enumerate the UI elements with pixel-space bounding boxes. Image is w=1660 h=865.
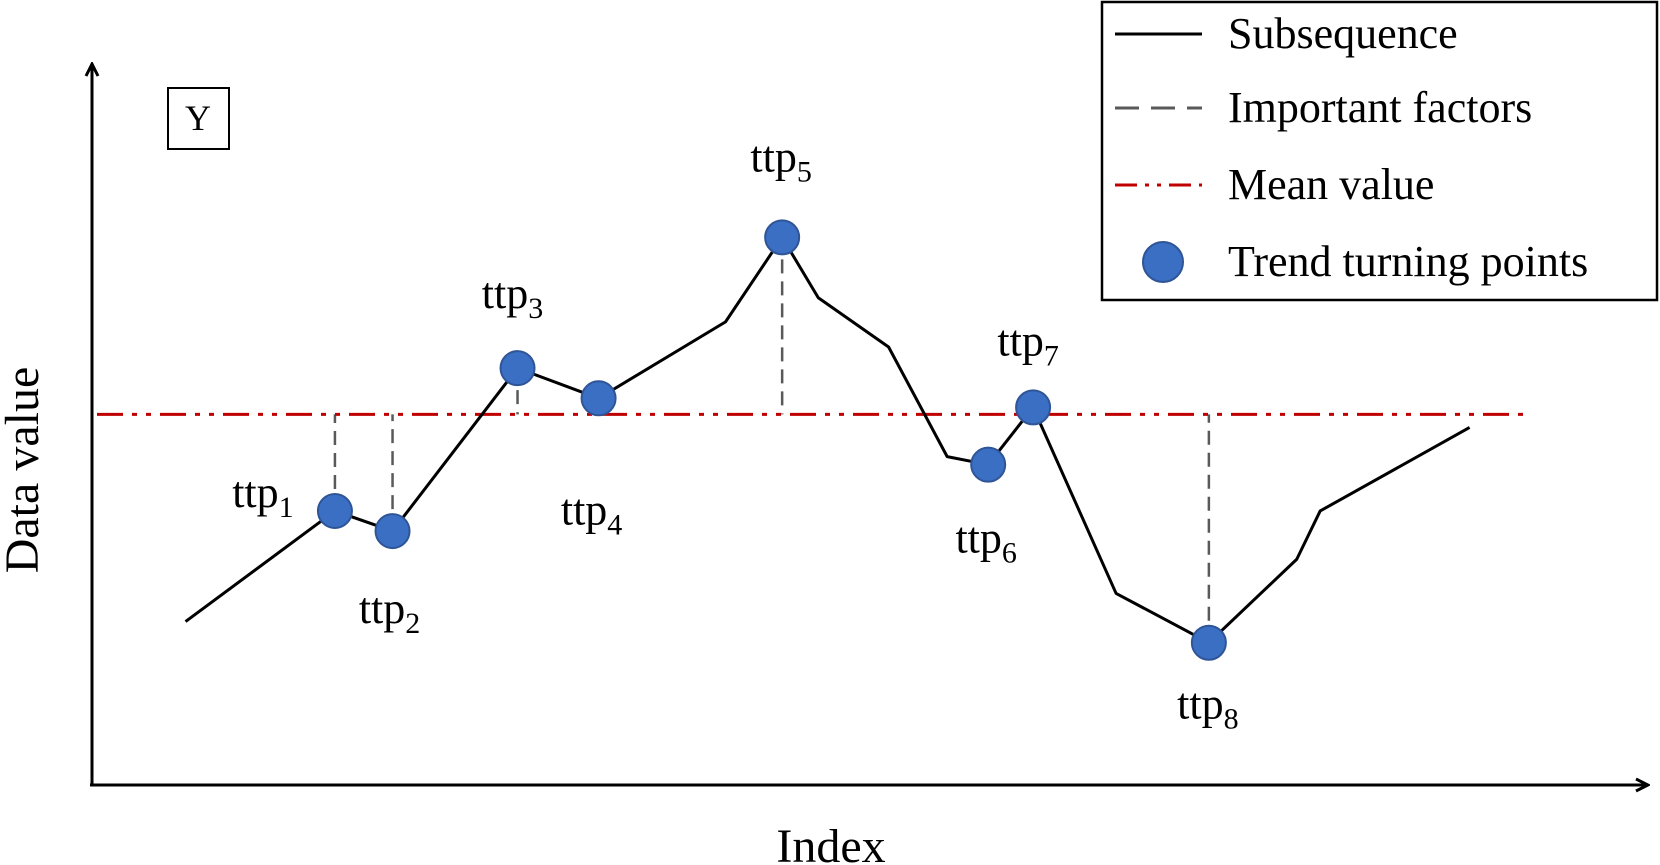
ttp-8-marker bbox=[1190, 624, 1227, 661]
ttp-label-text: ttp bbox=[997, 316, 1043, 365]
legend-swatch-turning-points bbox=[1142, 241, 1184, 283]
ttp-1-label: ttp1 bbox=[232, 468, 293, 524]
legend: Subsequence Important factors Mean value… bbox=[1100, 0, 1659, 302]
legend-label-turning-points: Trend turning points bbox=[1228, 237, 1588, 286]
ttp-3-label: ttp3 bbox=[482, 269, 543, 325]
ttp-8-label: ttp8 bbox=[1177, 680, 1238, 736]
ttp-7-marker bbox=[1015, 389, 1052, 426]
legend-label-subsequence: Subsequence bbox=[1228, 9, 1458, 58]
ttp-label-subscript: 4 bbox=[607, 508, 622, 541]
y-box: Y bbox=[167, 87, 230, 150]
ttp-label-text: ttp bbox=[750, 132, 796, 181]
ttp-label-text: ttp bbox=[232, 468, 278, 517]
y-box-label: Y bbox=[185, 98, 211, 138]
ttp-6-label: ttp6 bbox=[955, 514, 1016, 570]
y-box-frame bbox=[167, 87, 230, 150]
subsequence bbox=[184, 235, 1471, 645]
trend-turning-points bbox=[316, 219, 1227, 661]
ttp-label-text: ttp bbox=[561, 485, 607, 534]
ttp-5-marker bbox=[764, 219, 801, 256]
ttp-label-subscript: 5 bbox=[797, 155, 812, 188]
ttp-label-text: ttp bbox=[359, 584, 405, 633]
ttp-label-text: ttp bbox=[955, 514, 1001, 563]
ttp-5-label: ttp5 bbox=[750, 132, 811, 188]
ttp-7-label: ttp7 bbox=[997, 316, 1058, 372]
ttp-6-marker bbox=[970, 446, 1007, 483]
ttp-2-label: ttp2 bbox=[359, 584, 420, 640]
axes bbox=[90, 64, 1648, 786]
ttp-label-subscript: 3 bbox=[528, 292, 543, 325]
ttp-3-marker bbox=[499, 350, 536, 387]
x-axis-title: Index bbox=[776, 820, 885, 865]
ttp-label-text: ttp bbox=[1177, 680, 1223, 729]
subsequence-line bbox=[184, 235, 1471, 645]
ttp-label-subscript: 8 bbox=[1224, 703, 1239, 736]
legend-label-mean-value: Mean value bbox=[1228, 160, 1434, 209]
important-factors bbox=[333, 237, 1211, 643]
ttp-1-marker bbox=[316, 492, 353, 529]
ttp-label-subscript: 1 bbox=[279, 491, 294, 524]
ttp-label-subscript: 7 bbox=[1044, 339, 1059, 372]
ttp-label-text: ttp bbox=[482, 269, 528, 318]
ttp-2-marker bbox=[374, 513, 411, 550]
ttp-label-subscript: 2 bbox=[405, 607, 420, 640]
legend-label-important-factors: Important factors bbox=[1228, 83, 1532, 132]
y-axis-title: Data value bbox=[0, 367, 49, 574]
ttp-4-label: ttp4 bbox=[561, 485, 622, 541]
ttp-4-marker bbox=[580, 380, 617, 417]
ttp-label-subscript: 6 bbox=[1002, 537, 1017, 570]
legend-frame bbox=[1100, 0, 1659, 302]
